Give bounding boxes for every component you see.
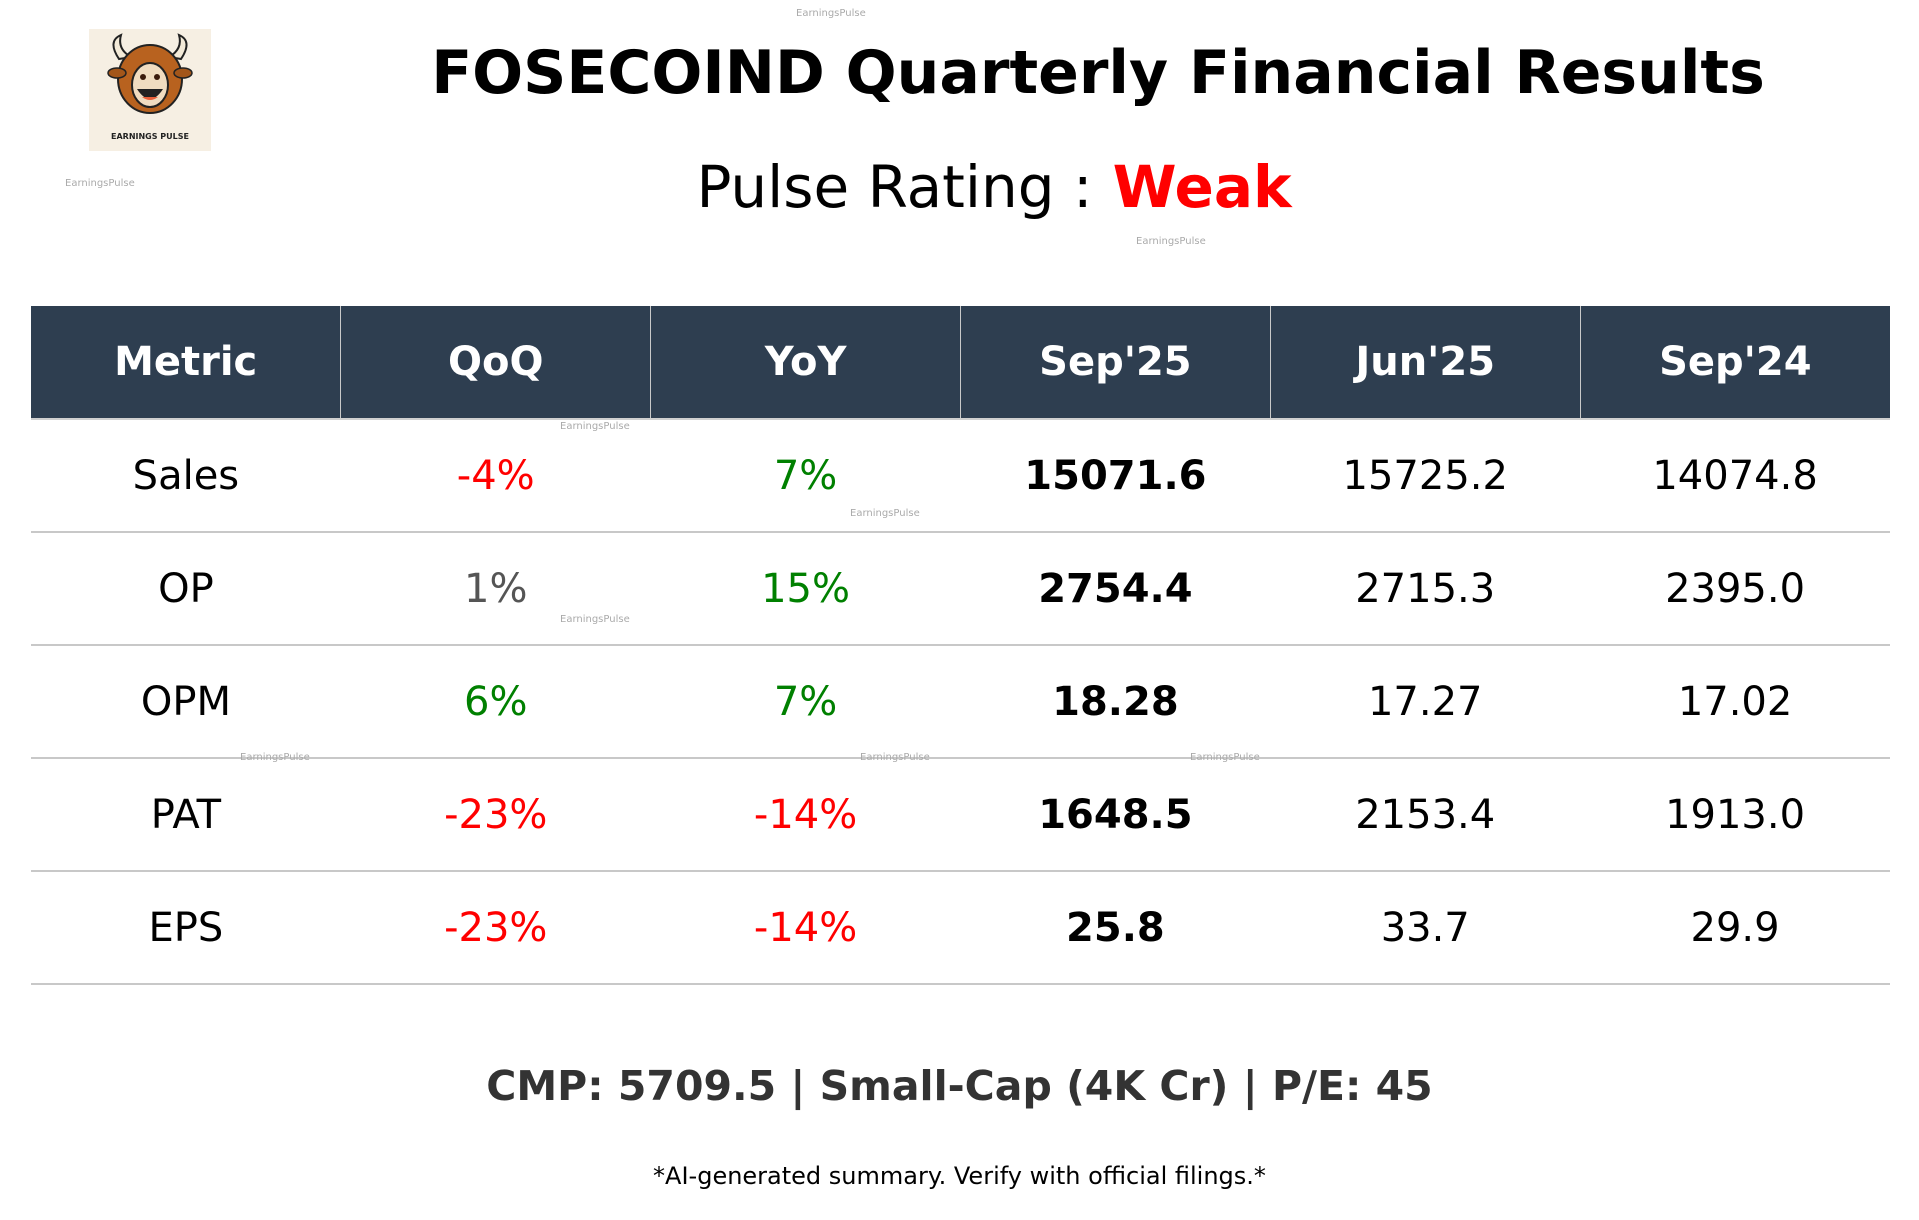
- table-row: PAT -23% -14% 1648.5 2153.4 1913.0: [31, 758, 1890, 872]
- rating-value: Weak: [1112, 153, 1292, 221]
- table-header-row: Metric QoQ YoY Sep'25 Jun'25 Sep'24: [31, 306, 1890, 420]
- cell-qoq: 6%: [340, 645, 651, 759]
- col-jun25: Jun'25: [1269, 306, 1581, 420]
- cell-sep24: 29.9: [1580, 871, 1890, 985]
- cell-metric: OPM: [31, 645, 341, 759]
- cell-sep25: 18.28: [960, 645, 1271, 759]
- cell-yoy: 7%: [650, 645, 961, 759]
- table-row: OP 1% 15% 2754.4 2715.3 2395.0: [31, 532, 1890, 646]
- watermark: EarningsPulse: [796, 8, 866, 19]
- cell-qoq: -4%: [340, 419, 651, 533]
- cell-metric: OP: [31, 532, 341, 646]
- results-table: Metric QoQ YoY Sep'25 Jun'25 Sep'24 Sale…: [31, 306, 1890, 985]
- watermark: EarningsPulse: [240, 752, 310, 763]
- pulse-rating: Pulse Rating : Weak: [0, 153, 1919, 221]
- cell-jun25: 17.27: [1270, 645, 1581, 759]
- watermark: EarningsPulse: [65, 178, 135, 189]
- logo-text: EARNINGS PULSE: [111, 132, 189, 141]
- logo: EARNINGS PULSE: [89, 29, 211, 151]
- rating-label: Pulse Rating :: [696, 153, 1093, 221]
- watermark: EarningsPulse: [850, 508, 920, 519]
- cell-yoy: -14%: [650, 871, 961, 985]
- table-row: Sales -4% 7% 15071.6 15725.2 14074.8: [31, 419, 1890, 533]
- watermark: EarningsPulse: [560, 421, 630, 432]
- cell-jun25: 2715.3: [1270, 532, 1581, 646]
- col-sep25: Sep'25: [959, 306, 1271, 420]
- cell-sep24: 17.02: [1580, 645, 1890, 759]
- watermark: EarningsPulse: [1190, 752, 1260, 763]
- disclaimer: *AI-generated summary. Verify with offic…: [653, 1162, 1266, 1190]
- col-yoy: YoY: [650, 306, 961, 420]
- col-sep24: Sep'24: [1579, 306, 1890, 420]
- cell-metric: EPS: [31, 871, 341, 985]
- page-title: FOSECOIND Quarterly Financial Results: [431, 38, 1765, 108]
- cell-sep24: 1913.0: [1580, 758, 1890, 872]
- cell-qoq: -23%: [340, 758, 651, 872]
- table-row: OPM 6% 7% 18.28 17.27 17.02: [31, 645, 1890, 759]
- col-metric: Metric: [31, 306, 341, 420]
- cell-jun25: 2153.4: [1270, 758, 1581, 872]
- cell-sep25: 2754.4: [960, 532, 1271, 646]
- watermark: EarningsPulse: [860, 752, 930, 763]
- table-row: EPS -23% -14% 25.8 33.7 29.9: [31, 871, 1890, 985]
- cell-sep25: 25.8: [960, 871, 1271, 985]
- cell-sep24: 2395.0: [1580, 532, 1890, 646]
- cell-sep25: 1648.5: [960, 758, 1271, 872]
- cell-metric: Sales: [31, 419, 341, 533]
- cell-metric: PAT: [31, 758, 341, 872]
- col-qoq: QoQ: [340, 306, 651, 420]
- cmp-summary: CMP: 5709.5 | Small-Cap (4K Cr) | P/E: 4…: [486, 1062, 1433, 1110]
- cell-sep24: 14074.8: [1580, 419, 1890, 533]
- cell-yoy: -14%: [650, 758, 961, 872]
- cell-yoy: 15%: [650, 532, 961, 646]
- cell-yoy: 7%: [650, 419, 961, 533]
- watermark: EarningsPulse: [560, 614, 630, 625]
- watermark: EarningsPulse: [1136, 236, 1206, 247]
- cell-qoq: -23%: [340, 871, 651, 985]
- cell-sep25: 15071.6: [960, 419, 1271, 533]
- bull-icon: [107, 33, 193, 114]
- cell-jun25: 15725.2: [1270, 419, 1581, 533]
- cell-qoq: 1%: [340, 532, 651, 646]
- cell-jun25: 33.7: [1270, 871, 1581, 985]
